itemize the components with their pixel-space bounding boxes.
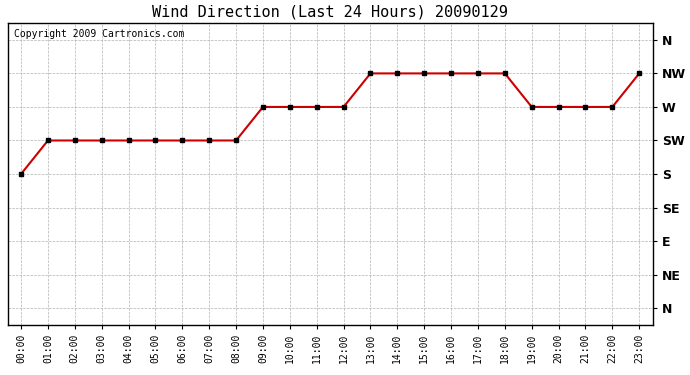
Title: Wind Direction (Last 24 Hours) 20090129: Wind Direction (Last 24 Hours) 20090129 bbox=[152, 4, 508, 19]
Text: Copyright 2009 Cartronics.com: Copyright 2009 Cartronics.com bbox=[14, 29, 184, 39]
